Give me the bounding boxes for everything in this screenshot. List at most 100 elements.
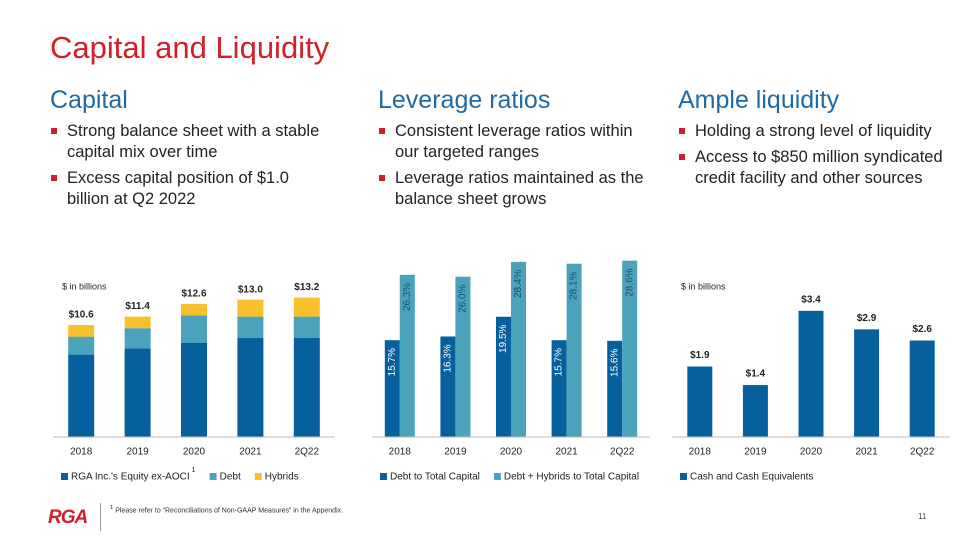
value-label: 26.0% <box>458 284 469 312</box>
bar-segment <box>237 299 264 317</box>
total-label: $11.4 <box>125 301 150 312</box>
bullet: Consistent leverage ratios within our ta… <box>378 121 648 163</box>
page-number: 11 <box>918 512 927 521</box>
x-tick-label: 2020 <box>500 447 523 458</box>
x-tick-label: 2021 <box>239 447 262 458</box>
bar <box>854 329 880 437</box>
value-label: $3.4 <box>801 294 821 305</box>
y-axis-label: $ in billions <box>62 281 107 291</box>
bar-segment <box>124 316 151 329</box>
bar-segment <box>293 316 320 338</box>
footnote-text: Please refer to “Reconciliations of Non-… <box>115 507 344 515</box>
section: Ample liquidity Holding a strong level o… <box>678 86 943 194</box>
x-tick-label: 2018 <box>389 447 412 458</box>
legend-swatch <box>254 473 262 480</box>
bar-segment <box>68 325 95 337</box>
slide-title: Capital and Liquidity <box>50 30 330 65</box>
total-label: $10.6 <box>69 310 94 321</box>
bar <box>622 260 638 437</box>
legend-swatch <box>380 473 387 480</box>
section: Leverage ratios Consistent leverage rati… <box>378 86 648 215</box>
section-heading: Capital <box>50 86 128 114</box>
bar <box>399 274 415 437</box>
bar-segment <box>237 337 264 437</box>
x-tick-label: 2020 <box>800 447 823 458</box>
legend-label: Cash and Cash Equivalents <box>690 472 813 483</box>
bar <box>511 261 526 437</box>
bar-segment <box>68 336 95 355</box>
logo: RGA <box>48 507 88 528</box>
value-label: 16.3% <box>443 344 454 372</box>
bar <box>742 385 768 437</box>
bar-segment <box>124 348 151 437</box>
bar <box>496 316 511 437</box>
x-tick-label: 2Q22 <box>910 447 935 458</box>
value-label: 15.6% <box>609 349 620 377</box>
value-label: 15.7% <box>554 348 565 376</box>
bar-segment <box>293 297 320 317</box>
bar-segment <box>124 328 151 349</box>
value-label: 15.7% <box>387 348 398 376</box>
bar <box>384 340 400 437</box>
footnote-marker: 1 <box>110 505 114 511</box>
x-tick-label: 2018 <box>70 447 93 458</box>
legend-swatch <box>493 473 501 480</box>
x-tick-label: 2018 <box>689 447 712 458</box>
value-label: 28.1% <box>569 271 580 299</box>
legend-swatch <box>61 473 68 480</box>
legend-note: 1 <box>192 467 196 474</box>
separator <box>100 503 101 531</box>
bar-segment <box>181 342 207 437</box>
total-label: $13.2 <box>294 282 319 293</box>
value-label: 28.4% <box>513 270 524 298</box>
x-tick-label: 2021 <box>555 447 578 458</box>
section: Capital Strong balance sheet with a stab… <box>50 86 335 215</box>
bar-segment <box>181 315 207 343</box>
bar <box>909 340 935 437</box>
value-label: $2.6 <box>912 324 932 335</box>
bar <box>455 276 471 437</box>
x-tick-label: 2019 <box>444 447 467 458</box>
legend-label: Debt to Total Capital <box>390 472 480 483</box>
x-tick-label: 2020 <box>183 447 206 458</box>
total-label: $12.6 <box>181 289 206 300</box>
section-heading: Leverage ratios <box>378 86 551 114</box>
legend-label: Debt <box>220 472 241 483</box>
y-axis-label: $ in billions <box>681 281 726 291</box>
bar-segment <box>293 337 320 437</box>
value-label: 26.3% <box>402 283 413 311</box>
bar-segment <box>181 303 207 316</box>
value-label: $2.9 <box>857 313 877 324</box>
legend-swatch <box>680 473 687 480</box>
bar <box>566 263 582 437</box>
x-tick-label: 2019 <box>744 447 767 458</box>
x-tick-label: 2019 <box>126 447 149 458</box>
value-label: 28.6% <box>624 268 635 296</box>
legend-swatch <box>209 473 217 480</box>
legend-label: Hybrids <box>265 472 299 483</box>
section-heading: Ample liquidity <box>678 86 840 114</box>
bar <box>551 340 567 437</box>
legend-label: Debt + Hybrids to Total Capital <box>504 472 639 483</box>
value-label: $1.9 <box>690 350 710 361</box>
bar <box>440 336 456 437</box>
bar-segment <box>68 354 95 437</box>
bullet: Leverage ratios maintained as the balanc… <box>378 168 648 210</box>
bar-segment <box>237 316 264 338</box>
total-label: $13.0 <box>238 284 263 295</box>
bar <box>607 340 623 437</box>
bar <box>687 366 713 437</box>
bullet: Holding a strong level of liquidity <box>678 121 943 142</box>
legend-label: RGA Inc.'s Equity ex-AOCI <box>71 472 190 483</box>
x-tick-label: 2Q22 <box>610 447 635 458</box>
bullet: Access to $850 million syndicated credit… <box>678 147 943 189</box>
bar <box>798 310 824 437</box>
bullet: Strong balance sheet with a stable capit… <box>50 121 335 163</box>
value-label: 19.5% <box>498 324 509 352</box>
x-tick-label: 2021 <box>855 447 878 458</box>
bullet: Excess capital position of $1.0 billion … <box>50 168 335 210</box>
value-label: $1.4 <box>746 369 766 380</box>
x-tick-label: 2Q22 <box>295 447 320 458</box>
